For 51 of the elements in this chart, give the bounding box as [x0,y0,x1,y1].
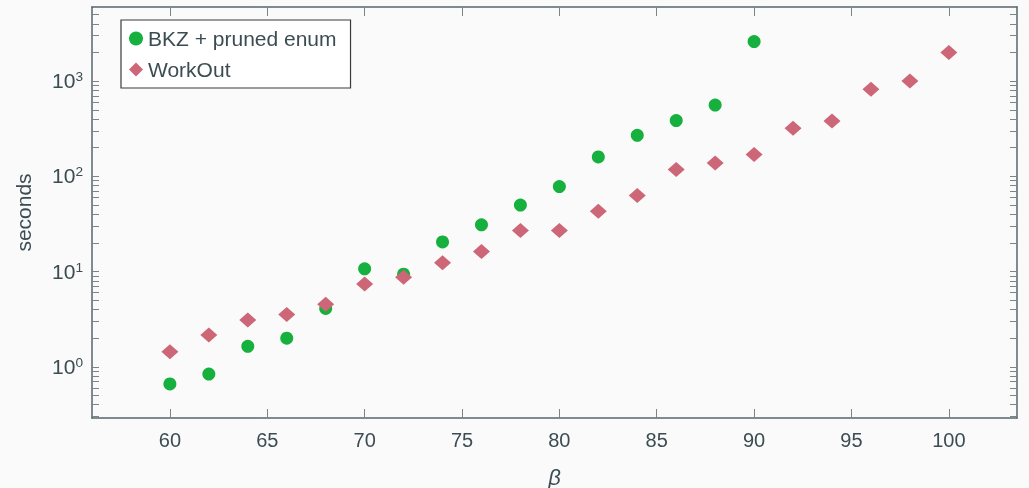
point [474,218,488,232]
point [395,269,413,285]
x-tick-label: 65 [256,429,279,451]
point [161,344,179,360]
y-tick-label: 10$^{3}$ [52,68,83,93]
y-tick-label: 10$^{1}$ [52,259,83,283]
point [436,235,450,249]
x-tick-label: 70 [353,429,376,451]
point [317,296,335,312]
x-tick-label: 100 [932,429,966,451]
point [552,180,566,194]
point [280,331,294,345]
legend-label: BKZ + pruned enum [148,27,337,50]
point [706,155,724,171]
point [708,98,722,112]
y-tick-label: 10$^{2}$ [52,163,83,188]
point [278,306,296,322]
point [745,146,763,162]
point [511,222,529,238]
x-tick-label: 75 [450,429,474,451]
y-axis-title: seconds [12,173,35,252]
x-tick-label: 80 [548,429,571,451]
point [550,222,568,238]
point [202,367,216,381]
point [628,187,646,203]
point [747,35,761,49]
point [589,203,607,219]
point [472,244,490,260]
x-tick-label: 95 [840,429,863,451]
point [667,161,685,177]
point [901,73,919,89]
y-tick-label: 10$^{0}$ [52,354,83,378]
point [784,120,802,136]
point [434,255,452,271]
point [239,312,257,328]
x-tick-label: 85 [645,429,668,451]
x-tick-label: 90 [742,429,766,451]
point [241,339,255,353]
point [669,114,683,128]
legend-label: WorkOut [148,58,231,81]
x-tick-label: 60 [158,429,182,451]
point [940,44,958,60]
point [630,128,644,142]
point [513,198,527,212]
point [862,81,880,97]
point [356,276,374,292]
point [358,262,372,276]
point [591,150,605,164]
point [200,327,218,343]
point [163,377,177,391]
point [823,113,841,129]
